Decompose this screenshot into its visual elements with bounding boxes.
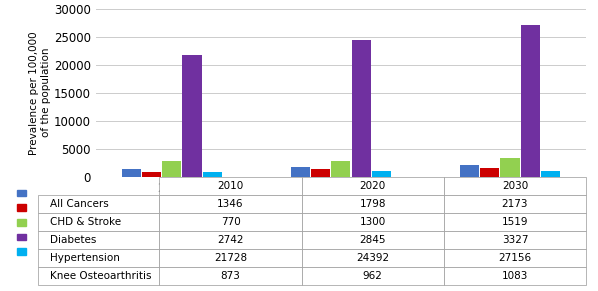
Bar xyxy=(480,168,499,177)
Bar xyxy=(460,165,479,177)
Bar xyxy=(182,55,202,177)
Y-axis label: Prevalence per 100,000
of the population: Prevalence per 100,000 of the population xyxy=(29,31,51,155)
Bar xyxy=(291,167,310,177)
Bar xyxy=(501,158,520,177)
Bar xyxy=(311,169,330,177)
Bar xyxy=(521,25,540,177)
Bar xyxy=(541,171,560,177)
Bar xyxy=(372,171,391,177)
Bar xyxy=(331,161,350,177)
Bar xyxy=(121,169,141,177)
Bar xyxy=(352,40,371,177)
Bar xyxy=(142,173,161,177)
Bar xyxy=(203,172,222,177)
Bar xyxy=(162,162,181,177)
